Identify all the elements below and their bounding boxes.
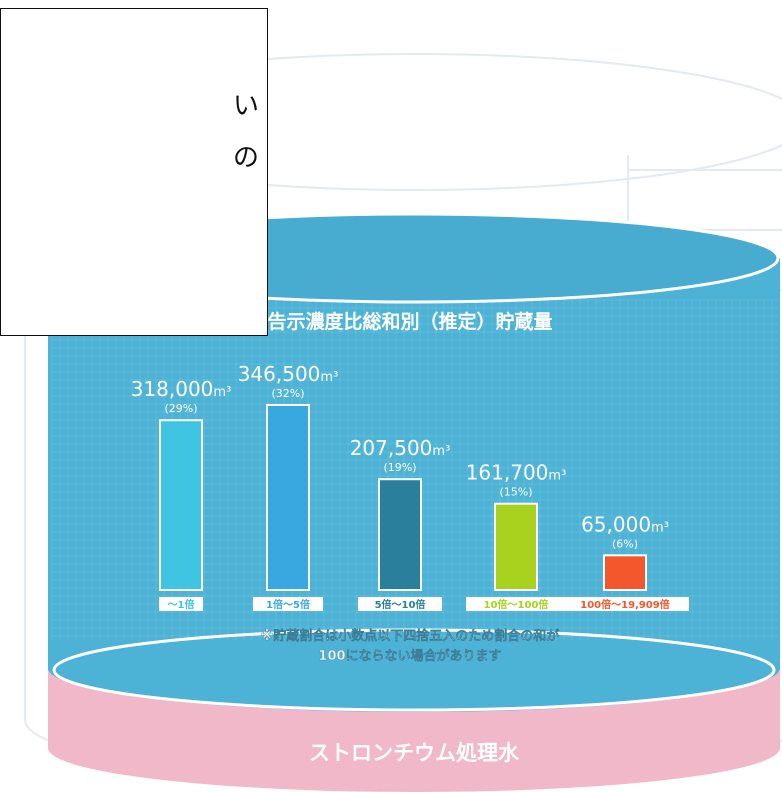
chart-title: 告示濃度比総和別（推定）貯蔵量 bbox=[267, 310, 552, 333]
water-bottom bbox=[48, 624, 780, 712]
percent-label-4: (6%) bbox=[612, 537, 638, 550]
note-box: い の bbox=[0, 8, 268, 336]
category-label-3: 10倍〜100倍 bbox=[484, 598, 549, 611]
percent-label-3: (15%) bbox=[499, 486, 532, 499]
percent-label-0: (29%) bbox=[164, 402, 197, 415]
category-box-4 bbox=[561, 597, 689, 611]
percent-label-1: (32%) bbox=[271, 387, 304, 400]
footnote-line-1: ※貯蔵割合は小数点以下四捨五入のため割合の和が bbox=[261, 628, 560, 644]
category-label-2: 5倍〜10倍 bbox=[375, 598, 426, 611]
footnote-line-2: 100にならない場合があります bbox=[318, 648, 501, 664]
tank-label: ストロンチウム処理水 bbox=[309, 741, 520, 765]
value-label-4: 65,000m³ bbox=[581, 512, 669, 536]
category-label-1: 1倍〜5倍 bbox=[266, 598, 310, 611]
value-label-2: 207,500m³ bbox=[350, 436, 451, 460]
value-label-0: 318,000m³ bbox=[131, 377, 232, 401]
percent-label-2: (19%) bbox=[383, 461, 416, 474]
bar-3 bbox=[494, 502, 538, 591]
bar-0 bbox=[159, 419, 203, 592]
category-box-0 bbox=[159, 597, 203, 611]
category-box-3 bbox=[466, 597, 566, 611]
inner-bottom-outline bbox=[52, 628, 776, 712]
category-label-0: 〜1倍 bbox=[168, 598, 195, 611]
bars-group: 318,000m³(29%) 〜1倍 346,500m³(32%) 1倍〜5倍 207,… bbox=[131, 362, 689, 611]
bar-2 bbox=[378, 478, 422, 591]
note-line-1: い bbox=[232, 91, 259, 121]
category-box-1 bbox=[253, 597, 323, 611]
value-label-3: 161,700m³ bbox=[466, 461, 567, 485]
category-label-4: 100倍〜19,909倍 bbox=[580, 598, 669, 611]
category-box-2 bbox=[358, 597, 442, 611]
note-line-2: の bbox=[232, 143, 259, 173]
bar-4 bbox=[603, 554, 647, 592]
value-label-1: 346,500m³ bbox=[238, 362, 339, 386]
bar-1 bbox=[266, 404, 310, 591]
